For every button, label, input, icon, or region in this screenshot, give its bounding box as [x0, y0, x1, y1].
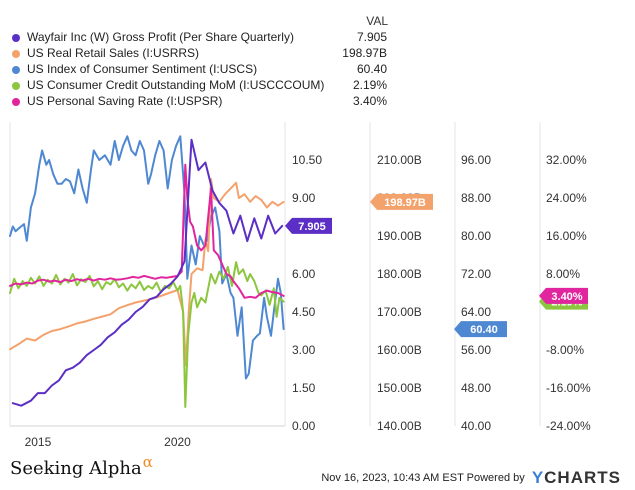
x-tick-label: 2020 [164, 435, 191, 449]
value-flag [370, 193, 433, 210]
y-tick-label: -24.00% [546, 419, 591, 433]
y-tick-label: 32.00% [546, 153, 587, 167]
line-chart[interactable]: 2015 2020 0.00 1.50 3.00 4.50 6.00 9.00 10.50 140… [0, 0, 635, 450]
legend-item-value: 2.19% [352, 78, 387, 92]
value-flag-label: 3.40% [551, 291, 582, 303]
y-tick-label: 150.00B [377, 381, 422, 395]
powered-by-label: Powered by [466, 472, 525, 484]
chart-attribution: Nov 16, 2023, 10:43 AM EST Powered by YC… [321, 466, 621, 487]
y-tick-label: 210.00B [377, 153, 422, 167]
legend-value-header: VAL [366, 14, 388, 28]
series-line [9, 163, 285, 299]
seeking-alpha-logo: Seeking Alphaα [10, 453, 153, 479]
legend-item-value: 198.97B [342, 46, 387, 60]
value-flag-label: 60.40 [470, 324, 498, 336]
legend-item-label: Wayfair Inc (W) Gross Profit (Per Share … [27, 30, 294, 44]
legend-item-label: US Real Retail Sales (I:USRRS) [27, 46, 200, 60]
ycharts-logo[interactable]: YCHARTS [532, 468, 621, 487]
y-tick-label: 16.00% [546, 229, 587, 243]
legend-item-personal-saving-rate[interactable]: US Personal Saving Rate (I:USPSR) 3.40% [12, 94, 387, 110]
series-line [9, 135, 285, 380]
y-tick-label: 9.00 [292, 191, 316, 205]
y-tick-label: 40.00 [461, 419, 491, 433]
y-tick-label: 56.00 [461, 343, 491, 357]
y-tick-label: 3.00 [292, 343, 316, 357]
chart-grid [9, 122, 541, 427]
value-flag [454, 321, 507, 338]
chart-timestamp: Nov 16, 2023, 10:43 AM EST [321, 472, 464, 484]
y-tick-label: 48.00 [461, 381, 491, 395]
y-tick-label: 10.50 [292, 153, 322, 167]
series-color-dot [12, 82, 20, 90]
value-flag-label: 7.905 [298, 221, 326, 233]
y-tick-label: 6.00 [292, 267, 316, 281]
value-flag [285, 217, 332, 234]
legend-item-consumer-credit[interactable]: US Consumer Credit Outstanding MoM (I:US… [12, 78, 387, 94]
series-color-dot [12, 98, 20, 106]
legend-item-value: 60.40 [356, 62, 387, 76]
y-tick-label: 190.00B [377, 229, 422, 243]
y-tick-label: 4.50 [292, 305, 316, 319]
y-tick-label: 180.00B [377, 267, 422, 281]
value-flag-label: 198.97B [384, 197, 426, 209]
y-tick-label: 0.00 [292, 419, 316, 433]
y-tick-label: 170.00B [377, 305, 422, 319]
y-tick-label: 72.00 [461, 267, 491, 281]
logo-text: Seeking Alpha [10, 458, 142, 479]
legend-item-consumer-sentiment[interactable]: US Index of Consumer Sentiment (I:USCS) … [12, 62, 387, 78]
series-color-dot [12, 50, 20, 58]
y-tick-label: 140.00B [377, 419, 422, 433]
ycharts-logo-text: CHARTS [544, 468, 621, 487]
ycharts-logo-mark: Y [531, 468, 545, 487]
value-flag [539, 287, 588, 304]
legend-item-label: US Consumer Credit Outstanding MoM (I:US… [27, 78, 325, 92]
series-color-dot [12, 34, 20, 42]
y-tick-label: -8.00% [546, 343, 584, 357]
legend-item-value: 3.40% [352, 94, 387, 108]
legend-item-label: US Index of Consumer Sentiment (I:USCS) [27, 62, 258, 76]
y-tick-label: 64.00 [461, 305, 491, 319]
y-tick-label: -16.00% [546, 381, 591, 395]
legend-item-wayfair-gross-profit[interactable]: Wayfair Inc (W) Gross Profit (Per Share … [12, 30, 387, 46]
y-tick-label: 96.00 [461, 153, 491, 167]
series-line [11, 138, 284, 407]
chart-series [9, 135, 285, 408]
legend-item-value: 7.905 [356, 30, 387, 44]
y-tick-label: 24.00% [546, 191, 587, 205]
y-tick-label: 80.00 [461, 229, 491, 243]
axis-ticks: 2015 2020 0.00 1.50 3.00 4.50 6.00 9.00 10.50 140… [25, 153, 591, 449]
y-tick-label: 160.00B [377, 343, 422, 357]
alpha-logo-mark: α [142, 453, 153, 471]
y-tick-label: 88.00 [461, 191, 491, 205]
legend-item-label: US Personal Saving Rate (I:USPSR) [27, 94, 223, 108]
y-tick-label: 1.50 [292, 381, 316, 395]
x-tick-label: 2015 [25, 435, 52, 449]
legend-item-real-retail-sales[interactable]: US Real Retail Sales (I:USRRS) 198.97B [12, 46, 387, 62]
y-tick-label: 8.00% [546, 267, 580, 281]
series-color-dot [12, 66, 20, 74]
chart-legend: VAL Wayfair Inc (W) Gross Profit (Per Sh… [0, 0, 635, 110]
